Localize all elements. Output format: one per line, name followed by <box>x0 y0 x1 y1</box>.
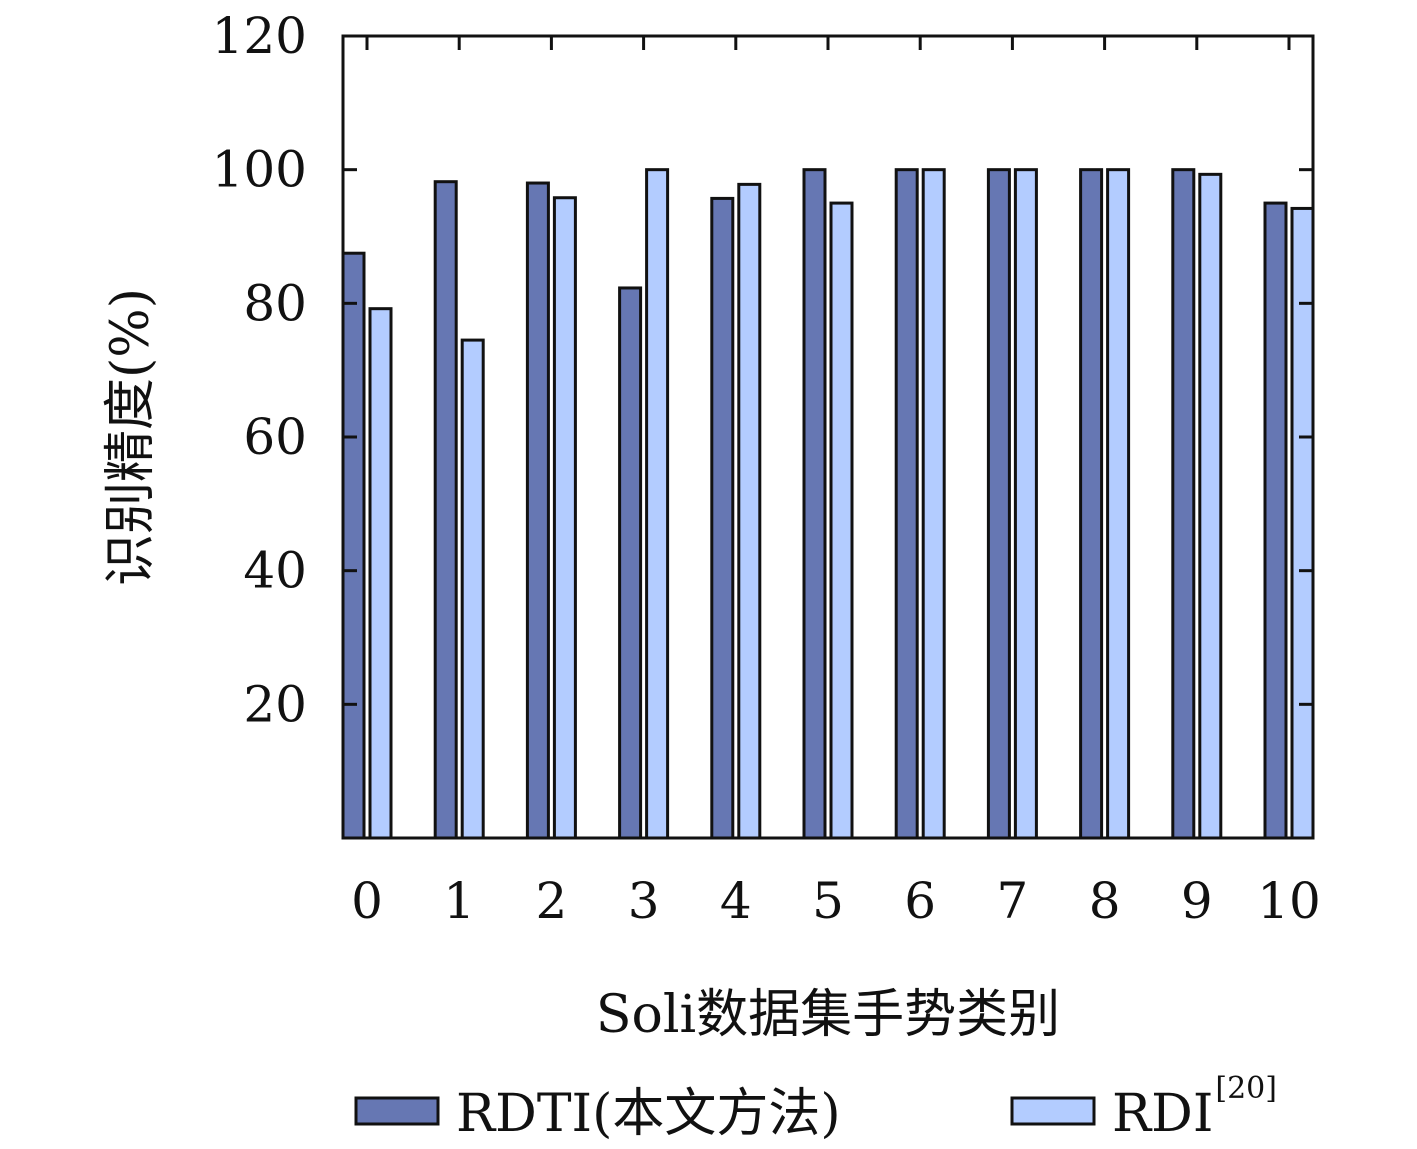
bar-rdti-4 <box>710 196 735 840</box>
x-tick-label-3: 3 <box>628 872 660 930</box>
legend: RDTI(本文方法) RDI [20] <box>354 1071 1277 1144</box>
x-axis-title: Soli数据集手势类别 <box>596 985 1060 1045</box>
x-tick-label-6: 6 <box>904 872 936 930</box>
bar-rdi-2 <box>552 196 577 840</box>
bar-rdi-3 <box>645 168 670 840</box>
y-axis-title: 识别精度(%) <box>101 288 161 586</box>
x-tick-label-7: 7 <box>996 872 1028 930</box>
y-axis: 20 40 60 80 100 120 <box>212 7 1313 733</box>
bar-rdti-8 <box>1079 168 1104 840</box>
legend-label-rdti: RDTI(本文方法) <box>456 1084 841 1144</box>
bar-rdi-0 <box>368 307 393 840</box>
bar-rdti-1 <box>433 180 458 840</box>
y-tick-label-40: 40 <box>243 542 307 600</box>
bar-rdti-0 <box>341 251 366 840</box>
bar-rdi-1 <box>460 338 485 840</box>
bar-rdti-6 <box>894 168 919 840</box>
bar-rdti-2 <box>525 181 550 840</box>
y-tick-label-100: 100 <box>212 141 307 199</box>
plot-frame <box>341 34 1315 840</box>
bar-rdi-9 <box>1198 172 1223 840</box>
legend-label-rdi: RDI <box>1112 1084 1213 1144</box>
y-tick-label-120: 120 <box>212 7 307 65</box>
x-tick-label-5: 5 <box>812 872 844 930</box>
x-axis: 0 1 2 3 4 5 6 7 8 9 10 <box>351 36 1321 930</box>
bar-rdi-4 <box>737 182 762 840</box>
x-tick-label-4: 4 <box>720 872 752 930</box>
bar-rdi-8 <box>1106 168 1131 840</box>
bars-group <box>341 168 1315 840</box>
bar-rdi-7 <box>1013 168 1038 840</box>
legend-label-rdi-citation: [20] <box>1215 1071 1277 1106</box>
legend-swatch-rdi <box>1010 1096 1096 1126</box>
bar-rdi-6 <box>921 168 946 840</box>
y-tick-label-60: 60 <box>243 408 307 466</box>
x-tick-label-9: 9 <box>1181 872 1213 930</box>
bar-rdti-7 <box>986 168 1011 840</box>
y-tick-label-20: 20 <box>243 675 307 733</box>
x-tick-label-10: 10 <box>1257 872 1321 930</box>
x-tick-label-2: 2 <box>535 872 567 930</box>
bar-rdti-9 <box>1171 168 1196 840</box>
bar-rdti-10 <box>1263 201 1288 840</box>
bar-rdi-5 <box>829 201 854 840</box>
bar-rdti-3 <box>618 286 643 840</box>
y-tick-label-80: 80 <box>243 274 307 332</box>
x-tick-label-8: 8 <box>1089 872 1121 930</box>
legend-swatch-rdti <box>354 1096 440 1126</box>
x-tick-label-0: 0 <box>351 872 383 930</box>
bar-rdti-5 <box>802 168 827 840</box>
x-tick-label-1: 1 <box>443 872 475 930</box>
